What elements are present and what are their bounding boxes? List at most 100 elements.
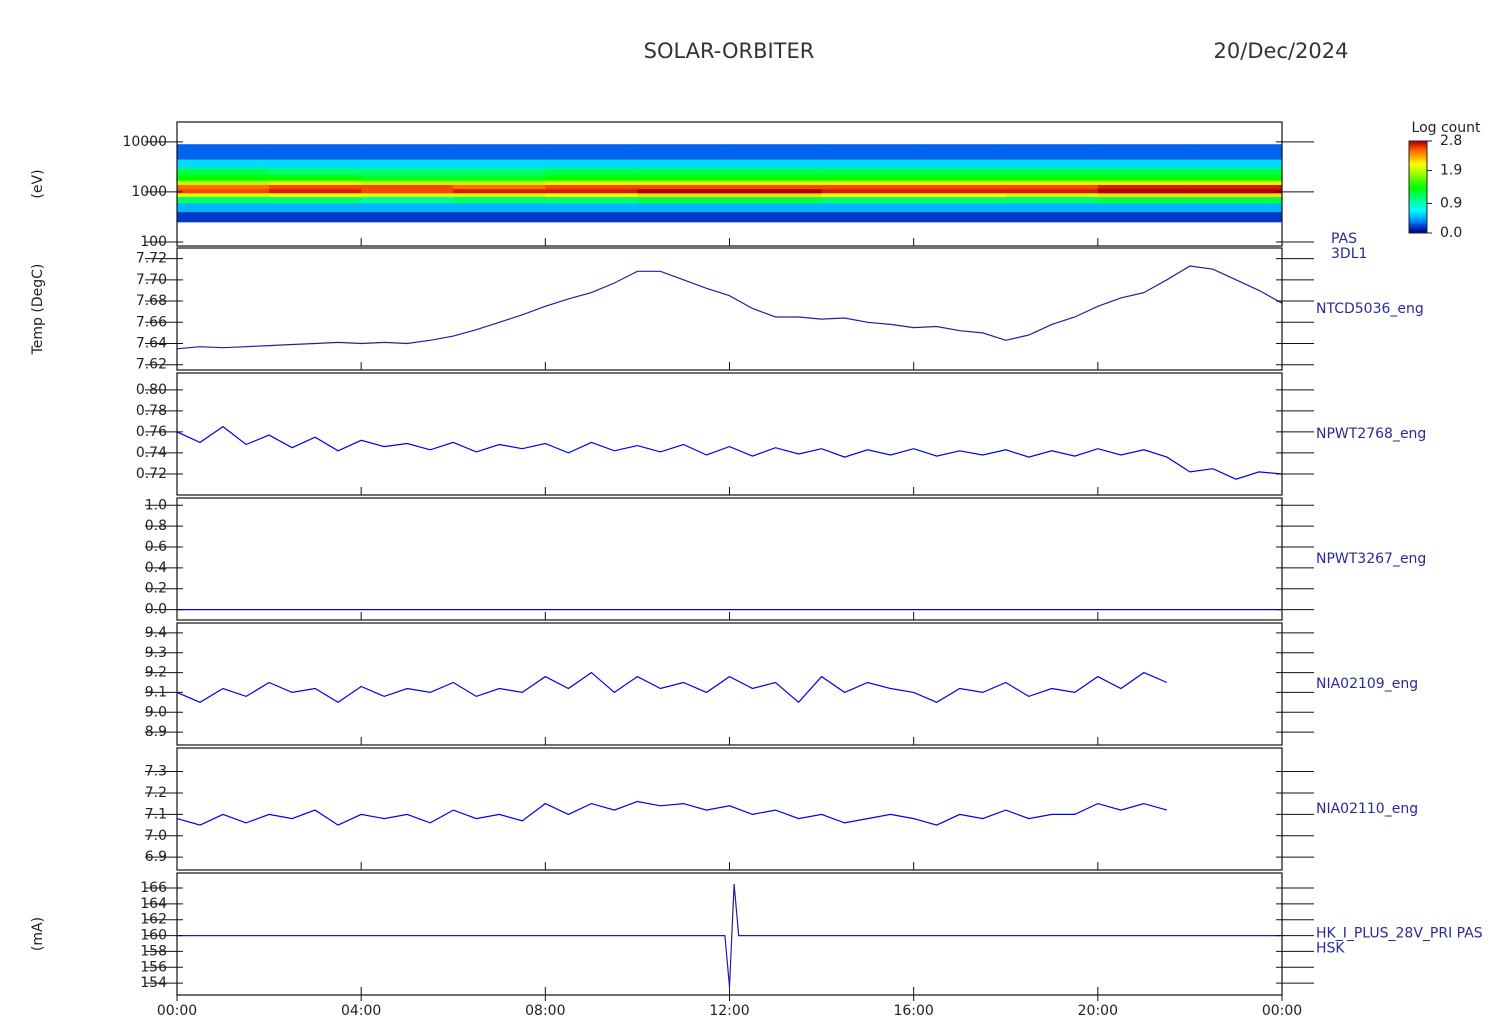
heatmap-cell	[453, 174, 546, 181]
heatmap-cell	[1097, 168, 1191, 176]
heatmap-cell	[453, 180, 546, 185]
colorbar-swatch	[1409, 230, 1427, 234]
heatmap-cell	[453, 211, 546, 223]
heatmap-cell	[637, 174, 730, 181]
series-label: 3DL1	[1331, 246, 1367, 262]
colorbar-swatch	[1409, 164, 1427, 167]
panel-frame	[176, 247, 1283, 371]
heatmap-cell	[1189, 203, 1283, 213]
colorbar-swatch	[1409, 152, 1427, 156]
heatmap-cell	[361, 203, 454, 213]
y-tick-label: 164	[140, 896, 167, 912]
heatmap-cell	[1097, 193, 1191, 198]
y-tick-label: 0.74	[136, 445, 167, 461]
y-tick-label: 100	[140, 234, 167, 250]
heatmap-cell	[361, 180, 454, 185]
heatmap-cell	[1005, 174, 1099, 181]
data-line	[176, 800, 1168, 826]
colorbar-swatch	[1409, 203, 1427, 206]
panel-frame	[176, 622, 1283, 746]
heatmap-cell	[913, 196, 1007, 204]
heatmap-cell	[821, 188, 915, 194]
y-tick-label: 9.1	[145, 684, 167, 700]
heatmap-cell	[177, 184, 270, 190]
heatmap-cell	[729, 193, 823, 198]
heatmap-cell	[637, 193, 730, 198]
y-tick-label: 7.70	[136, 272, 167, 288]
y-tick-label: 0.2	[145, 581, 167, 597]
heatmap-cell	[545, 203, 638, 213]
heatmap-cell	[1005, 203, 1099, 213]
heatmap-cell	[269, 203, 362, 213]
heatmap-cell	[821, 168, 915, 176]
colorbar-swatch	[1409, 159, 1427, 163]
y-tick-label: 0.6	[145, 539, 167, 555]
heatmap-cell	[545, 180, 638, 185]
heatmap-cell	[821, 174, 915, 181]
y-tick-label: 7.0	[145, 828, 167, 844]
y-tick-label: 0.0	[145, 602, 167, 618]
colorbar-swatch	[1409, 228, 1427, 232]
heatmap-cell	[1005, 168, 1099, 176]
y-tick-label: 7.62	[136, 357, 167, 373]
heatmap-cell	[913, 193, 1007, 198]
heatmap-cell	[269, 168, 362, 176]
colorbar-swatch	[1409, 223, 1427, 227]
heatmap-cell	[729, 184, 823, 190]
heatmap-cell	[913, 168, 1007, 176]
heatmap-cell	[1189, 188, 1283, 194]
heatmap-cell	[177, 193, 270, 198]
heatmap-cell	[637, 180, 730, 185]
heatmap-cell	[453, 193, 546, 198]
heatmap-cell	[1189, 180, 1283, 185]
heatmap-cell	[177, 188, 270, 194]
heatmap-cell	[177, 203, 270, 213]
y-tick-label: 8.9	[145, 724, 167, 740]
heatmap-cell	[1097, 196, 1191, 204]
y-tick-label: 0.78	[136, 403, 167, 419]
heatmap-cell	[821, 196, 915, 204]
heatmap-cell	[913, 159, 1007, 169]
series-label: NIA02109_eng	[1316, 676, 1418, 692]
colorbar-swatch	[1409, 141, 1427, 144]
heatmap-cell	[1097, 180, 1191, 185]
y-tick-label: 7.72	[136, 251, 167, 267]
y-tick-label: 0.72	[136, 466, 167, 482]
heatmap-cell	[1005, 188, 1099, 194]
heatmap-cell	[821, 184, 915, 190]
heatmap-cell	[1097, 159, 1191, 169]
heatmap-cell	[453, 196, 546, 204]
heatmap-cell	[1097, 184, 1191, 190]
heatmap-cell	[545, 193, 638, 198]
chart-title: SOLAR-ORBITER	[644, 39, 815, 63]
heatmap-cell	[913, 211, 1007, 223]
heatmap-cell	[729, 203, 823, 213]
heatmap-cell	[637, 196, 730, 204]
heatmap-cell	[453, 184, 546, 190]
heatmap-cell	[177, 174, 270, 181]
colorbar-swatch	[1409, 177, 1427, 181]
heatmap-cell	[729, 159, 823, 169]
x-tick-label: 08:00	[525, 1003, 565, 1019]
heatmap-cell	[637, 184, 730, 190]
colorbar-swatch	[1409, 150, 1427, 153]
x-tick-label: 00:00	[1262, 1003, 1302, 1019]
y-tick-label: 7.3	[145, 764, 167, 780]
heatmap-cell	[821, 144, 915, 160]
heatmap-cell	[821, 193, 915, 198]
colorbar-swatch	[1409, 196, 1427, 199]
colorbar-title: Log count	[1412, 120, 1481, 136]
colorbar-swatch	[1409, 180, 1427, 183]
heatmap-cell	[637, 168, 730, 176]
heatmap-cell	[545, 211, 638, 223]
y-tick-label: 7.64	[136, 335, 167, 351]
heatmap-cell	[1097, 203, 1191, 213]
data-line	[177, 884, 1282, 988]
heatmap-cell	[545, 196, 638, 204]
heatmap-cell	[453, 188, 546, 194]
heatmap-cell	[177, 144, 270, 160]
x-tick-label: 20:00	[1078, 1003, 1118, 1019]
colorbar-swatch	[1409, 145, 1427, 149]
heatmap-cell	[1189, 144, 1283, 160]
